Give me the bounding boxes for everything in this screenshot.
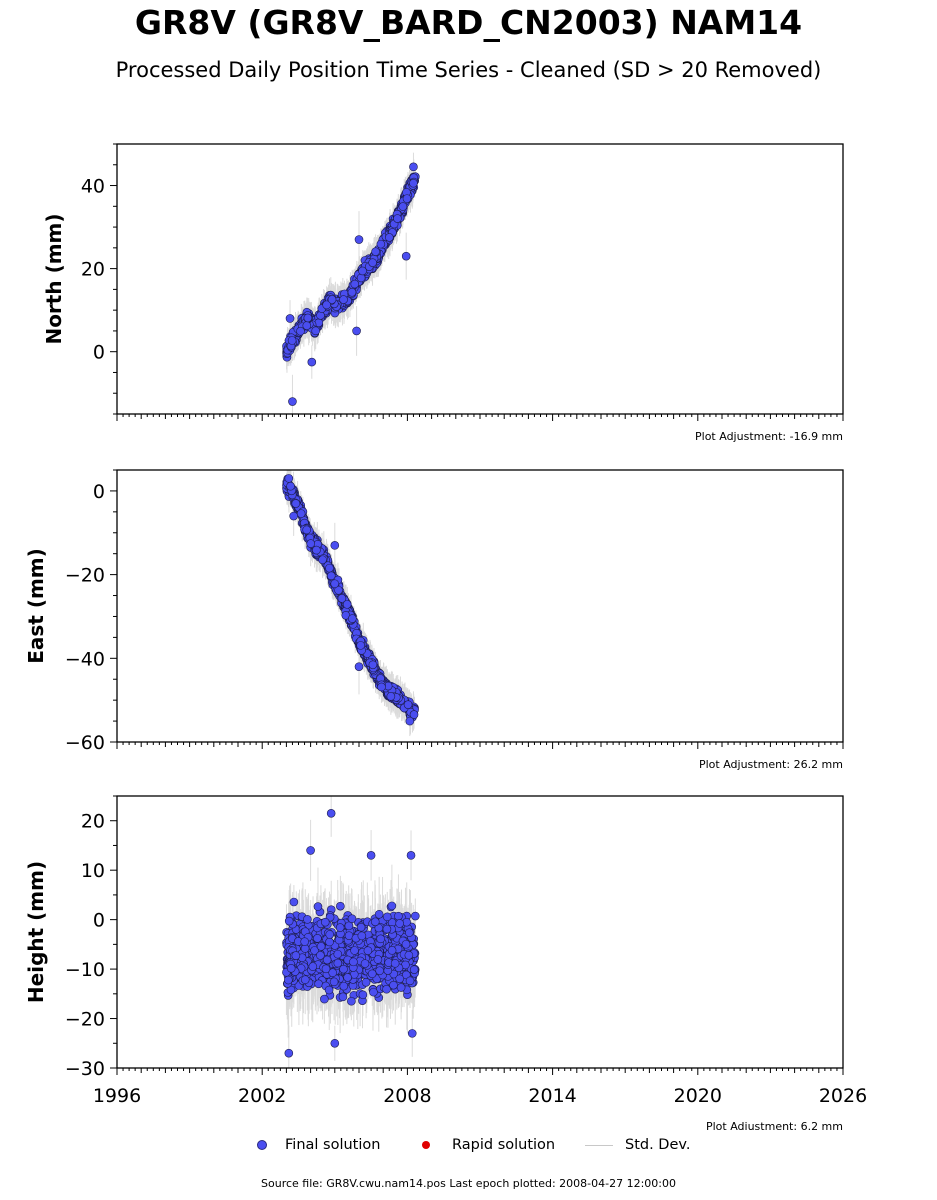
data-point	[337, 594, 347, 603]
data-point	[398, 202, 408, 211]
data-point	[401, 251, 411, 261]
data-point	[327, 295, 337, 304]
data-point	[409, 162, 418, 172]
data-point	[356, 273, 366, 283]
data-point	[354, 235, 364, 244]
plot-frame	[116, 143, 844, 415]
data-point	[289, 511, 298, 521]
plot-adjustment-note: Plot Adjustment: 26.2 mm	[699, 758, 843, 771]
y-axis-label: East (mm)	[24, 548, 48, 664]
y-tick-label: 20	[81, 259, 105, 281]
data-point	[348, 614, 357, 623]
data-point	[312, 545, 321, 555]
data-point	[368, 258, 377, 267]
data-point	[288, 397, 297, 406]
data-point	[377, 682, 386, 692]
time-series-charts: 0 20 40 North (mm) Plot Adjustment: -16.9 mm…	[24, 143, 867, 1130]
panel-2: 0 −20 −40 −60 East (mm) Plot Adjustment: 26.2…	[24, 469, 844, 771]
data-point	[409, 178, 418, 188]
data-point	[306, 539, 316, 548]
x-ticks-2	[116, 742, 844, 749]
plot-frame	[116, 469, 844, 743]
data-point	[284, 474, 294, 483]
y-ticks-2	[110, 469, 117, 743]
data-point	[318, 555, 327, 565]
data-point	[385, 233, 394, 242]
data-points-1	[282, 162, 420, 406]
data-point	[405, 716, 415, 726]
data-point	[307, 357, 317, 367]
data-point	[371, 247, 380, 256]
data-point	[285, 314, 295, 323]
data-point	[322, 300, 331, 310]
data-point	[403, 700, 413, 709]
y-tick-label: 40	[81, 176, 105, 198]
data-points-2	[282, 474, 419, 726]
data-point	[330, 579, 340, 589]
x-ticks-1	[116, 414, 844, 421]
data-point	[303, 313, 313, 323]
chart-title: GR8V (GR8V_BARD_CN2003) NAM14	[134, 3, 803, 42]
data-point	[286, 481, 295, 491]
data-point	[330, 541, 340, 550]
panel-1: 0 20 40 North (mm) Plot Adjustment: -16.9 mm	[42, 143, 844, 443]
y-tick-label: −60	[65, 732, 105, 754]
data-point	[350, 279, 360, 289]
data-point	[291, 499, 301, 508]
panel-3: 1996 2002 2008 2014 2020 202620100−10−20−30He…	[24, 795, 867, 1130]
data-point	[287, 336, 297, 345]
y-tick-label: −40	[65, 648, 105, 670]
data-point	[296, 509, 306, 518]
data-point	[296, 326, 305, 336]
plot-adjustment-note: Plot Adjustment: -16.9 mm	[695, 430, 843, 443]
data-point	[356, 641, 365, 650]
data-point	[386, 692, 396, 701]
chart-subtitle: Processed Daily Position Time Series - C…	[115, 58, 822, 82]
y-tick-label: 0	[93, 481, 105, 503]
data-point	[376, 239, 386, 249]
data-point	[311, 326, 320, 336]
data-point	[354, 662, 364, 671]
data-point	[358, 266, 367, 276]
data-point	[302, 525, 311, 535]
data-point	[402, 194, 412, 203]
y-tick-label: 0	[93, 342, 105, 364]
y-axis-label: North (mm)	[42, 213, 66, 344]
data-point	[347, 287, 357, 297]
data-point	[325, 563, 334, 573]
data-point	[339, 295, 348, 304]
y-ticks-1	[110, 143, 117, 415]
data-point	[368, 660, 378, 670]
data-point	[302, 321, 312, 330]
data-point	[393, 214, 402, 223]
data-point	[352, 326, 361, 336]
y-tick-label: −20	[65, 565, 105, 587]
